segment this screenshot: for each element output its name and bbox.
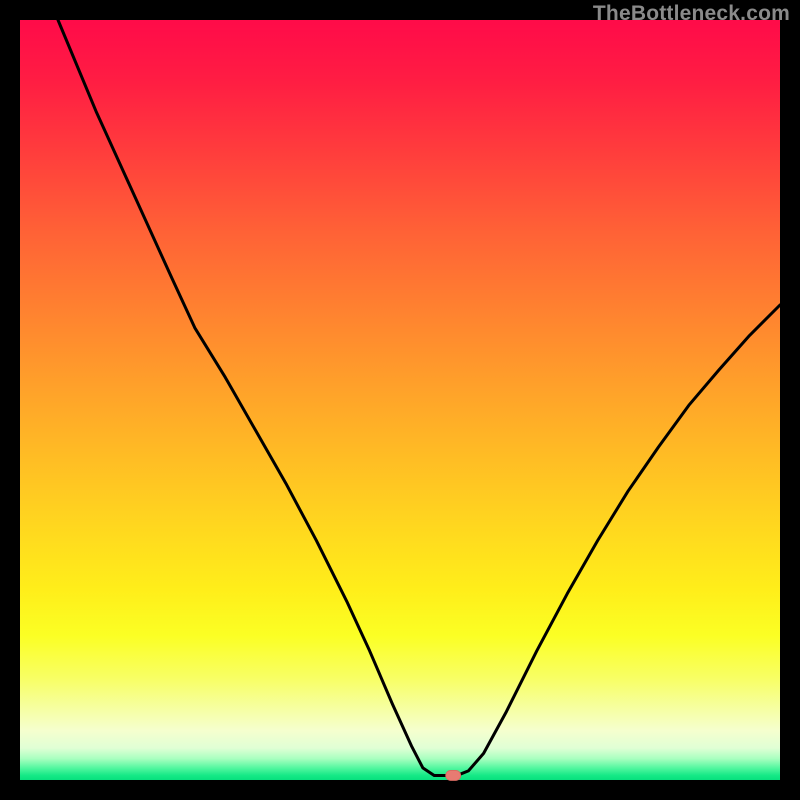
minimum-marker bbox=[446, 770, 461, 780]
bottleneck-chart bbox=[0, 0, 800, 800]
chart-stage: TheBottleneck.com bbox=[0, 0, 800, 800]
watermark-text: TheBottleneck.com bbox=[593, 2, 790, 26]
plot-background bbox=[20, 20, 780, 780]
